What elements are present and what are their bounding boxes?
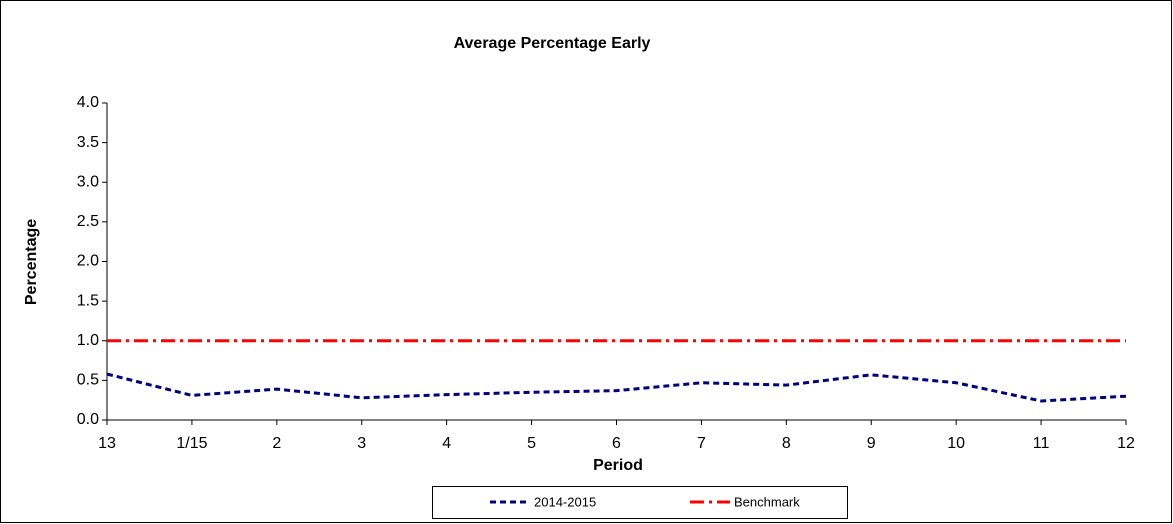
x-tick-label: 7: [697, 435, 706, 452]
y-tick-label: 3.5: [77, 134, 99, 151]
y-tick-label: 2.5: [77, 213, 99, 230]
x-tick-label: 13: [98, 435, 116, 452]
y-tick-label: 4.0: [77, 94, 99, 111]
legend-label: 2014-2015: [534, 494, 596, 509]
x-tick-label: 11: [1033, 435, 1050, 452]
legend-label: Benchmark: [734, 494, 800, 509]
x-tick-label: 1/15: [176, 435, 207, 452]
y-tick-label: 1.0: [77, 332, 99, 349]
chart-title: Average Percentage Early: [454, 35, 651, 52]
y-axis-label: Percentage: [23, 219, 40, 305]
series-line: [106, 372, 1127, 403]
y-tick-label: 0.5: [77, 372, 99, 389]
x-tick-label: 10: [947, 435, 965, 452]
x-tick-label: 5: [527, 435, 536, 452]
x-tick-label: 12: [1117, 435, 1135, 452]
x-tick-label: 3: [357, 435, 366, 452]
x-tick-label: 2: [272, 435, 281, 452]
x-axis-label: Period: [593, 457, 643, 474]
x-tick-label: 9: [867, 435, 876, 452]
y-tick-label: 3.0: [77, 173, 99, 190]
x-tick-label: 4: [442, 435, 451, 452]
x-tick-label: 6: [612, 435, 621, 452]
y-tick-label: 1.5: [77, 292, 99, 309]
x-tick-label: 8: [782, 435, 791, 452]
y-tick-label: 0.0: [77, 411, 99, 428]
y-tick-label: 2.0: [77, 253, 99, 270]
